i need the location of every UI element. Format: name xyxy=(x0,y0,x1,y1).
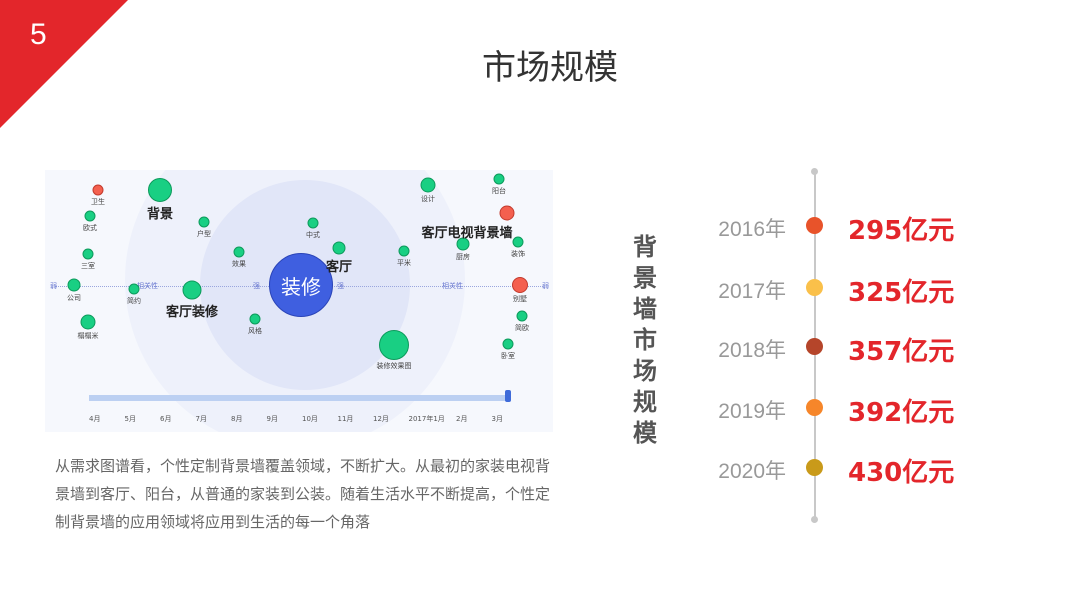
graph-node-label: 装饰 xyxy=(511,249,525,258)
graph-node xyxy=(80,314,96,330)
timeline-year: 2016年 xyxy=(718,218,786,241)
timeline-dot xyxy=(806,399,823,416)
graph-node-label: 风格 xyxy=(248,326,262,335)
month-label: 2月 xyxy=(456,415,468,423)
graph-node-label: 客厅装修 xyxy=(165,304,219,320)
month-label: 2017年1月 xyxy=(408,415,445,423)
timeline-title: 背景墙市场规模 xyxy=(633,233,657,447)
graph-node-label: 卫生 xyxy=(91,197,105,206)
graph-node xyxy=(512,236,524,248)
month-label: 9月 xyxy=(266,415,278,423)
graph-node xyxy=(182,280,202,300)
axis-weak-left: 弱 xyxy=(50,282,57,290)
slide-number: 5 xyxy=(30,18,47,51)
axis-strong-left: 强 xyxy=(253,282,260,290)
timeline-year: 2019年 xyxy=(718,400,786,423)
graph-node-label: 客厅 xyxy=(325,259,353,275)
month-label: 4月 xyxy=(89,415,101,423)
graph-node-label: 阳台 xyxy=(492,186,506,195)
graph-node xyxy=(307,217,319,229)
timeline-end-dot xyxy=(811,516,818,523)
month-label: 5月 xyxy=(124,415,136,423)
slide-title: 市场规模 xyxy=(482,48,618,88)
month-label: 11月 xyxy=(337,415,354,423)
graph-node-label: 客厅电视背景墙 xyxy=(421,225,513,241)
graph-node xyxy=(499,205,515,221)
axis-weak-right: 弱 xyxy=(542,282,549,290)
graph-node xyxy=(82,248,94,260)
graph-node xyxy=(456,237,470,251)
graph-node-label: 户型 xyxy=(197,229,211,238)
graph-node-label: 装修效果图 xyxy=(376,362,412,370)
timeline-value: 295亿元 xyxy=(848,216,955,246)
graph-node-label: 背景 xyxy=(146,207,174,222)
graph-node xyxy=(516,310,528,322)
graph-node xyxy=(92,184,104,196)
graph-node xyxy=(84,210,96,222)
graph-node xyxy=(332,241,346,255)
graph-node-label: 简约 xyxy=(127,296,141,305)
timeline-dot xyxy=(806,217,823,234)
graph-node xyxy=(249,313,261,325)
demand-graph-image: 弱 相关性 强 强 相关性 弱 装修 卫生欧式三室公司榻榻米 背景简约客厅装修 户型… xyxy=(45,170,553,432)
timeline-year: 2017年 xyxy=(718,280,786,303)
month-label: 8月 xyxy=(231,415,243,423)
graph-node xyxy=(379,330,409,360)
description-paragraph: 从需求图谱看，个性定制背景墙覆盖领域，不断扩大。从最初的家装电视背景墙到客厅、阳… xyxy=(55,457,551,531)
graph-node-label: 三室 xyxy=(81,261,95,270)
timeline-value: 325亿元 xyxy=(848,278,955,308)
month-label: 6月 xyxy=(160,415,172,423)
graph-node xyxy=(148,178,172,202)
timeline-value: 357亿元 xyxy=(848,337,955,367)
graph-node-label: 平米 xyxy=(397,258,411,267)
axis-relevance-left: 相关性 xyxy=(137,282,158,290)
graph-node xyxy=(233,246,245,258)
month-label: 10月 xyxy=(302,415,318,423)
timeline-year: 2020年 xyxy=(718,460,786,483)
graph-node-label: 榻榻米 xyxy=(77,331,99,340)
timeline-dot xyxy=(806,338,823,355)
slide-number-corner xyxy=(0,0,128,128)
month-label: 7月 xyxy=(195,415,207,423)
month-label: 12月 xyxy=(373,415,389,423)
graph-node-label: 简欧 xyxy=(515,323,529,332)
axis-relevance-right: 相关性 xyxy=(442,282,463,290)
axis-strong-right: 强 xyxy=(337,282,344,290)
graph-node-label: 设计 xyxy=(421,194,435,203)
timeline-dot xyxy=(806,459,823,476)
timeline-value: 392亿元 xyxy=(848,398,955,428)
graph-node-label: 欧式 xyxy=(83,223,97,232)
graph-node xyxy=(512,277,528,293)
graph-node-label: 公司 xyxy=(67,293,81,302)
center-node: 装修 xyxy=(269,253,333,317)
time-slider-track[interactable] xyxy=(89,395,509,401)
graph-node-label: 效果 xyxy=(232,259,246,268)
graph-node xyxy=(67,278,81,292)
graph-node xyxy=(420,177,436,193)
graph-node-label: 中式 xyxy=(306,230,320,239)
time-slider-handle[interactable] xyxy=(505,390,511,402)
timeline-year: 2018年 xyxy=(718,339,786,362)
graph-node xyxy=(493,173,505,185)
timeline-value: 430亿元 xyxy=(848,458,955,488)
graph-node xyxy=(502,338,514,350)
graph-node-label: 别墅 xyxy=(513,295,527,303)
timeline-dot xyxy=(806,279,823,296)
graph-node xyxy=(398,245,410,257)
graph-node xyxy=(128,283,140,295)
month-label: 3月 xyxy=(491,415,503,423)
center-label: 装修 xyxy=(281,274,321,299)
graph-node-label: 卧室 xyxy=(501,351,515,360)
timeline-start-dot xyxy=(811,168,818,175)
graph-node-label: 厨房 xyxy=(456,252,470,261)
graph-node xyxy=(198,216,210,228)
